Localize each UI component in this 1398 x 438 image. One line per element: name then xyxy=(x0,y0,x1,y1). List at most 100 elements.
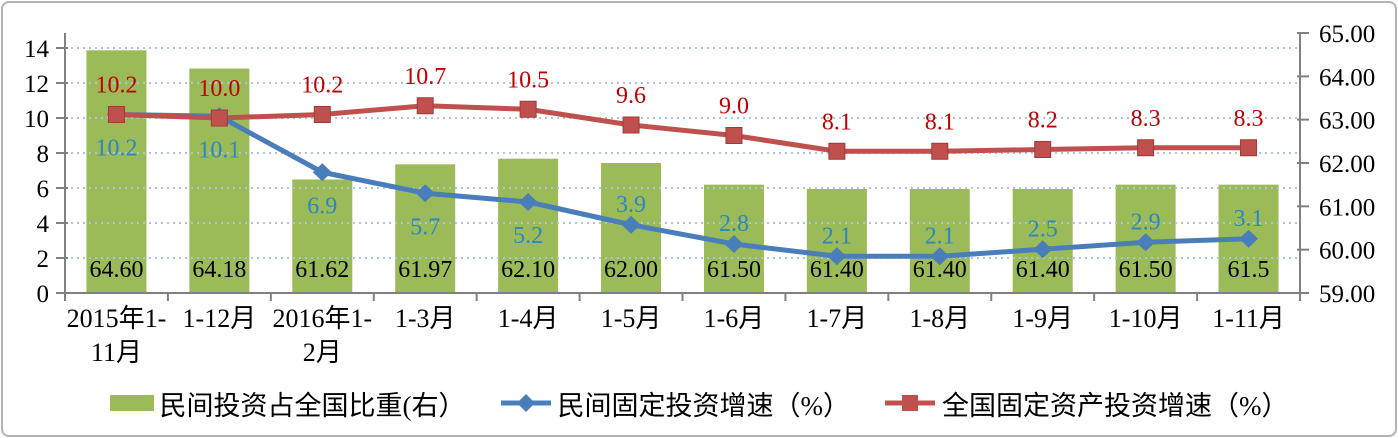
bar-swatch-icon xyxy=(109,395,154,411)
left-axis-tick-label: 6 xyxy=(37,176,50,203)
bar-data-label: 61.50 xyxy=(707,257,761,283)
bar-data-label: 61.5 xyxy=(1228,257,1270,283)
line-data-label: 9.0 xyxy=(719,94,749,120)
bar-data-label: 62.10 xyxy=(501,257,555,283)
line-data-label: 10.1 xyxy=(198,137,240,163)
right-axis-tick-label: 65.00 xyxy=(1319,21,1375,48)
bar-data-label: 61.62 xyxy=(295,257,349,283)
legend-label-private-growth: 民间固定投资增速（%） xyxy=(557,390,851,421)
diamond-marker xyxy=(1239,229,1259,248)
line-data-label: 8.1 xyxy=(925,109,955,135)
right-axis-tick-label: 63.00 xyxy=(1319,108,1375,135)
x-category-label: 1-9月 xyxy=(1012,304,1073,333)
bar-data-label: 61.50 xyxy=(1119,257,1173,283)
line-data-label: 2.1 xyxy=(925,223,955,249)
x-category-label: 1-12月 xyxy=(183,304,257,333)
legend-item-private-growth: 民间固定投资增速（%） xyxy=(500,384,851,423)
line-data-label: 10.2 xyxy=(95,136,137,162)
square-marker xyxy=(1137,139,1155,157)
legend-item-national-growth: 全国固定资产投资增速（%） xyxy=(884,384,1289,423)
square-marker xyxy=(1034,141,1052,158)
square-marker xyxy=(519,100,537,118)
legend-item-bar-series: 民间投资占全国比重(右） xyxy=(109,384,466,423)
x-category-label: 11月 xyxy=(91,338,142,367)
left-axis-tick-label: 10 xyxy=(24,106,49,133)
bar xyxy=(498,158,559,293)
diamond-marker xyxy=(827,247,847,266)
left-axis-tick-label: 14 xyxy=(24,36,50,63)
line-data-label: 10.5 xyxy=(507,67,549,93)
x-category-label: 1-10月 xyxy=(1109,304,1183,333)
square-marker xyxy=(622,116,640,134)
x-category-label: 1-6月 xyxy=(704,304,765,333)
bar xyxy=(292,179,353,293)
bar-data-label: 64.60 xyxy=(89,257,143,283)
square-marker xyxy=(210,109,228,127)
line-data-label: 5.2 xyxy=(513,223,543,249)
square-marker xyxy=(416,97,434,115)
line-data-label: 6.9 xyxy=(307,193,337,219)
bar-data-label: 62.00 xyxy=(604,257,658,283)
legend-label-bar-series: 民间投资占全国比重(右） xyxy=(159,390,466,421)
series-line xyxy=(116,103,1249,154)
right-axis-tick-label: 62.00 xyxy=(1319,151,1375,178)
bar xyxy=(189,68,250,294)
left-axis-tick-label: 0 xyxy=(37,281,50,308)
left-axis-tick-label: 8 xyxy=(37,141,50,168)
x-category-label: 1-11月 xyxy=(1212,304,1285,333)
line-data-label: 8.3 xyxy=(1131,106,1161,132)
x-category-label: 2016年1- xyxy=(272,304,372,333)
line-data-label: 5.7 xyxy=(410,214,440,240)
right-axis-tick-label: 64.00 xyxy=(1319,64,1375,91)
line-data-label: 10.2 xyxy=(301,73,343,99)
line-data-label: 2.1 xyxy=(822,223,852,249)
bar-data-label: 61.40 xyxy=(913,257,967,283)
x-category-label: 1-4月 xyxy=(498,304,559,333)
line-data-label: 9.6 xyxy=(616,83,646,109)
line-data-label: 10.0 xyxy=(198,76,240,102)
bar xyxy=(909,189,970,293)
diamond-marker xyxy=(724,235,744,253)
diamond-marker xyxy=(1033,240,1053,259)
line-data-label: 8.2 xyxy=(1028,108,1058,134)
diamond-marker xyxy=(518,193,538,211)
line-data-label: 8.1 xyxy=(822,109,852,135)
diamond-marker xyxy=(930,247,950,266)
line-data-label: 3.9 xyxy=(616,192,646,218)
square-marker xyxy=(313,106,331,123)
line-data-label: 10.7 xyxy=(404,64,446,90)
line-square-swatch-icon xyxy=(885,395,935,411)
right-axis-tick-label: 59.00 xyxy=(1319,281,1375,308)
chart-canvas: 0 2 4 6 8 10 12 14 59.00 60.00 61.00 62.00 63.00 64.0… xyxy=(24,21,1375,367)
diamond-marker xyxy=(1136,233,1156,252)
right-axis-tick-label: 60.00 xyxy=(1319,238,1375,265)
legend-label-national-growth: 全国固定资产投资增速（%） xyxy=(942,390,1289,421)
left-axis-tick-label: 12 xyxy=(24,71,49,98)
left-axis-tick-label: 4 xyxy=(37,211,50,238)
line-data-label: 8.3 xyxy=(1234,106,1264,132)
square-marker xyxy=(725,127,743,144)
square-marker xyxy=(931,142,949,160)
right-axis-tick-label: 61.00 xyxy=(1319,194,1375,221)
x-category-label: 1-5月 xyxy=(601,304,662,333)
square-marker xyxy=(828,142,846,160)
line-data-label: 3.1 xyxy=(1234,206,1264,232)
diamond-marker xyxy=(312,163,332,182)
square-marker xyxy=(1240,139,1258,157)
square-marker xyxy=(107,106,125,123)
bar-data-label: 64.18 xyxy=(192,257,246,283)
x-category-label: 2015年1- xyxy=(67,304,167,333)
line-data-label: 2.5 xyxy=(1028,216,1058,242)
x-category-label: 2月 xyxy=(303,338,342,367)
bar-data-label: 61.40 xyxy=(1016,257,1070,283)
line-data-label: 2.9 xyxy=(1131,209,1161,235)
x-category-label: 1-7月 xyxy=(807,304,868,333)
line-data-label: 2.8 xyxy=(719,211,749,237)
x-category-label: 1-3月 xyxy=(395,304,456,333)
left-axis-tick-label: 2 xyxy=(37,246,50,273)
bar xyxy=(806,189,867,293)
diamond-marker xyxy=(621,215,641,234)
diamond-marker xyxy=(415,184,435,203)
x-category-label: 1-8月 xyxy=(909,304,970,333)
